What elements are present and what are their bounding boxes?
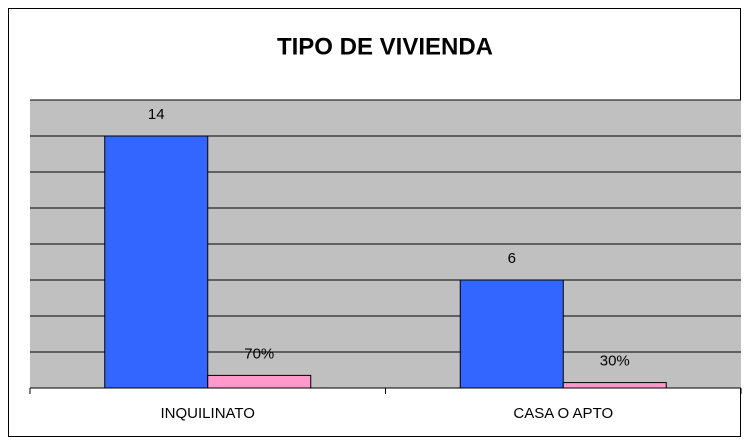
bar — [104, 135, 209, 389]
bar — [207, 374, 312, 389]
x-tick-label: INQUILINATO — [161, 405, 255, 422]
bar — [562, 382, 667, 389]
data-label: 6 — [508, 250, 516, 267]
x-tick-label: CASA O APTO — [513, 405, 613, 422]
data-label: 30% — [600, 353, 630, 370]
bar — [459, 279, 564, 389]
data-label: 70% — [244, 345, 274, 362]
chart-title: TIPO DE VIVIENDA — [277, 33, 493, 60]
data-label: 14 — [148, 106, 165, 123]
